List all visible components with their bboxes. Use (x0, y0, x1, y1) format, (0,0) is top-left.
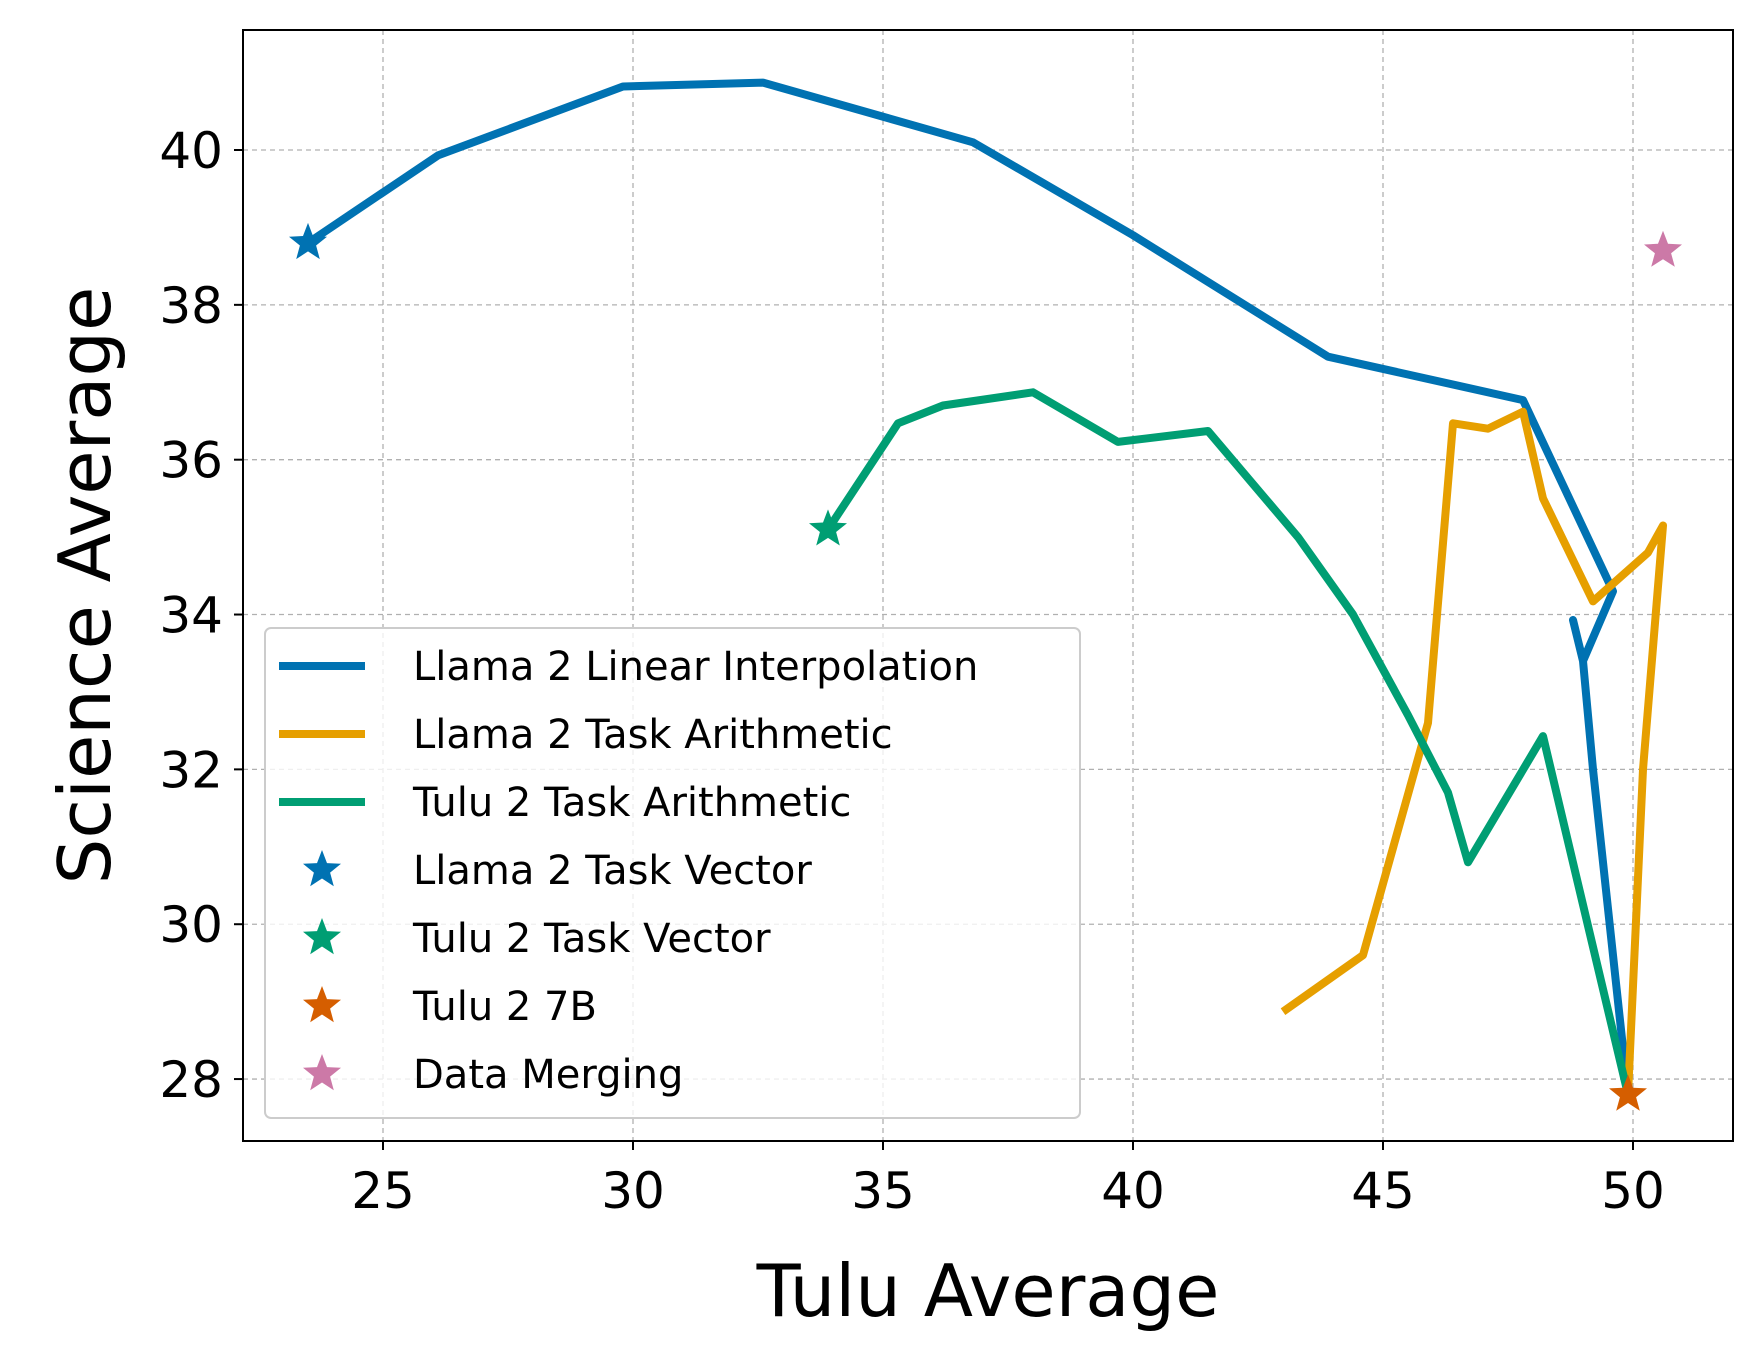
star-marker-5 (1609, 1074, 1647, 1111)
legend-swatch-4 (303, 918, 341, 955)
legend-swatch-6 (303, 1054, 341, 1091)
legend-label-6: Data Merging (413, 1052, 683, 1098)
series-line-2 (824, 388, 1632, 1096)
x-axis-title: Tulu Average (756, 1249, 1220, 1333)
legend: Llama 2 Linear Interpolation Llama 2 Task… (264, 627, 1081, 1119)
legend-label-3: Llama 2 Task Vector (413, 848, 812, 894)
legend-label-2: Tulu 2 Task Arithmetic (412, 780, 851, 826)
series-line-1 (1280, 407, 1667, 1095)
x-tick-label: 30 (601, 1162, 665, 1220)
x-tick-label: 25 (351, 1162, 415, 1220)
legend-swatch-3 (303, 850, 341, 887)
y-tick-label: 38 (159, 277, 223, 335)
x-tick-label: 35 (851, 1162, 915, 1220)
y-axis-title: Science Average (43, 287, 127, 885)
legend-label-1: Llama 2 Task Arithmetic (413, 712, 893, 758)
x-tick-label: 50 (1601, 1162, 1665, 1220)
legend-swatch-5 (303, 986, 341, 1023)
marker-layer (289, 222, 1682, 1111)
plot-frame (242, 29, 1734, 1142)
y-tick-label: 28 (159, 1051, 223, 1109)
star-marker-4 (809, 509, 847, 546)
legend-label-5: Tulu 2 7B (412, 984, 597, 1030)
y-tick-label: 36 (159, 432, 223, 490)
ticks: 25 30 35 40 45 50 28 30 32 34 36 38 40 (159, 122, 1664, 1220)
star-marker-6 (1644, 230, 1682, 267)
y-tick-label: 32 (159, 741, 223, 799)
star-marker-3 (289, 222, 327, 260)
y-tick-label: 34 (159, 587, 223, 645)
legend-box (264, 627, 1081, 1119)
x-tick-label: 40 (1101, 1162, 1165, 1220)
series-layer (305, 78, 1667, 1096)
legend-label-4: Tulu 2 Task Vector (412, 916, 771, 962)
y-tick-label: 40 (159, 122, 223, 180)
series-line-0 (305, 78, 1632, 1095)
y-tick-label: 30 (159, 896, 223, 954)
x-tick-label: 45 (1351, 1162, 1415, 1220)
legend-label-0: Llama 2 Linear Interpolation (413, 644, 978, 690)
